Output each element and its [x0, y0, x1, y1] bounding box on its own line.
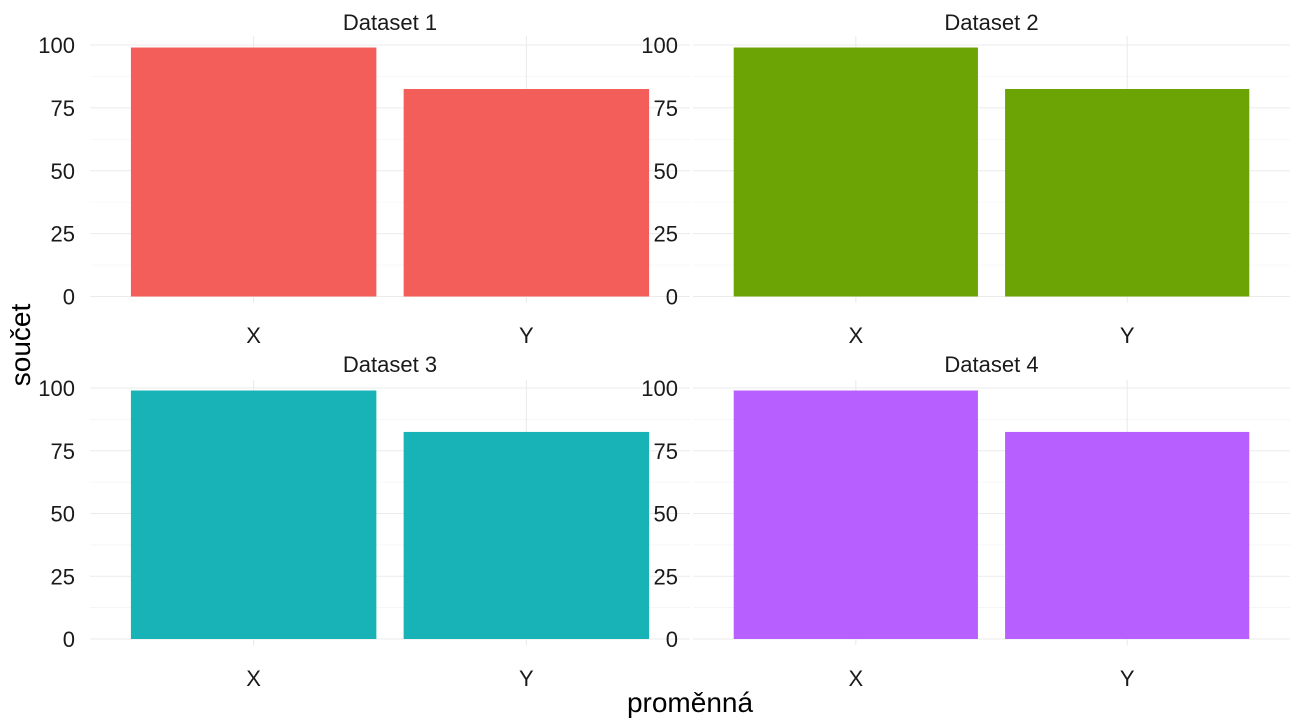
bar-y: [403, 431, 650, 639]
y-tick-label: 50: [51, 502, 75, 527]
y-tick-label: 25: [51, 222, 75, 247]
y-tick-label: 50: [654, 159, 678, 184]
panel-title: Dataset 1: [343, 10, 437, 35]
y-tick-label: 0: [63, 285, 75, 310]
bar-x: [130, 47, 377, 297]
y-tick-label: 25: [654, 222, 678, 247]
bar-y: [403, 89, 650, 297]
y-tick-label: 100: [641, 376, 678, 401]
y-tick-label: 100: [38, 33, 75, 58]
y-tick-label: 25: [51, 564, 75, 589]
y-tick-label: 100: [38, 376, 75, 401]
bar-x: [733, 47, 978, 297]
bar-y: [1005, 89, 1250, 297]
panels-layer: 0 25 50 75 100 X Y Dataset 1 0 25 50 75 100 X Y Dataset…: [38, 10, 1290, 691]
y-axis-title: součet: [5, 304, 36, 387]
x-tick-label: Y: [1120, 666, 1135, 691]
y-tick-label: 75: [654, 439, 678, 464]
panel-4: 0 25 50 75 100 X Y Dataset 4: [641, 352, 1290, 691]
y-tick-label: 75: [654, 96, 678, 121]
y-tick-label: 50: [654, 502, 678, 527]
x-tick-label: Y: [519, 323, 534, 348]
x-tick-label: X: [848, 323, 863, 348]
y-tick-label: 0: [63, 627, 75, 652]
y-tick-label: 50: [51, 159, 75, 184]
x-tick-label: X: [246, 323, 261, 348]
y-tick-label: 25: [654, 564, 678, 589]
x-axis-title: proměnná: [627, 687, 754, 718]
y-tick-label: 100: [641, 33, 678, 58]
y-tick-label: 75: [51, 96, 75, 121]
y-tick-label: 0: [666, 627, 678, 652]
bar-x: [130, 390, 377, 639]
panel-2: 0 25 50 75 100 X Y Dataset 2: [641, 10, 1290, 348]
x-tick-label: X: [246, 666, 261, 691]
bar-y: [1005, 431, 1250, 639]
panel-1: 0 25 50 75 100 X Y Dataset 1: [38, 10, 690, 348]
panel-title: Dataset 3: [343, 352, 437, 377]
bar-x: [733, 390, 978, 639]
x-tick-label: Y: [519, 666, 534, 691]
panel-title: Dataset 2: [944, 10, 1038, 35]
panel-title: Dataset 4: [944, 352, 1038, 377]
x-tick-label: X: [848, 666, 863, 691]
y-tick-label: 75: [51, 439, 75, 464]
y-tick-label: 0: [666, 285, 678, 310]
panel-3: 0 25 50 75 100 X Y Dataset 3: [38, 352, 690, 691]
x-tick-label: Y: [1120, 323, 1135, 348]
